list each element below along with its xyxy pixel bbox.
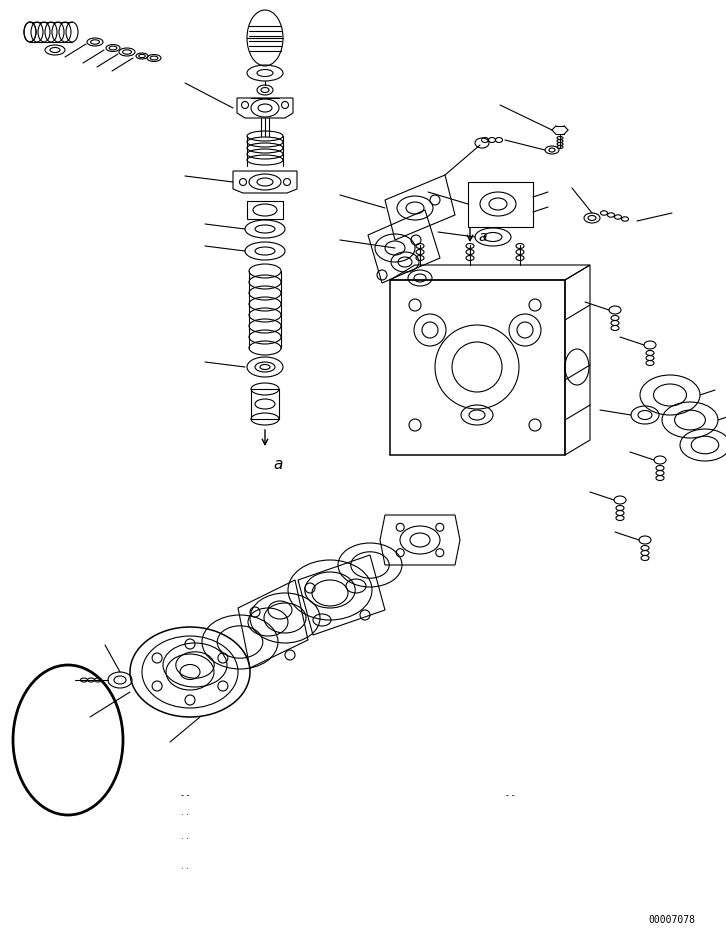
Text: - -: - - [181,790,189,800]
Text: · ·: · · [181,836,189,844]
Text: · ·: · · [181,866,189,874]
Bar [247,201,283,219]
Text: a: a [273,457,282,472]
Text: - -: - - [506,790,514,800]
Text: · ·: · · [181,810,189,820]
Bar [390,280,565,455]
Text: 00007078: 00007078 [648,915,695,925]
Bar [468,182,533,227]
Text: a: a [478,230,486,244]
